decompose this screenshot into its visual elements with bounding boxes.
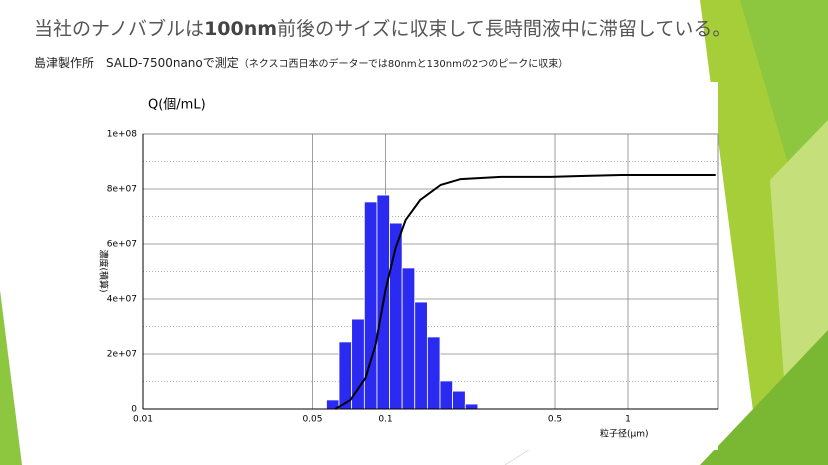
title-part: 当社のナノバブルは <box>34 18 205 40</box>
subtitle-part: （ネクスコ西日本のデーターでは80nmと130nmの2つのピークに収束） <box>238 59 569 70</box>
x-tick-label: 0.01 <box>133 415 153 425</box>
x-tick-label: 0.05 <box>302 415 322 425</box>
y-tick-label: 6e+07 <box>107 240 137 250</box>
x-tick-label: 1 <box>625 415 631 425</box>
bar <box>338 341 353 410</box>
x-tick-label: 0.1 <box>378 415 392 425</box>
bar <box>439 380 454 410</box>
cumulative-line <box>334 173 716 410</box>
title-part: 前後のサイズに収束して長時間液中に滞留している。 <box>277 18 732 40</box>
slide-title: 当社のナノバブルは100nm前後のサイズに収束して長時間液中に滞留している。 <box>34 14 731 41</box>
y-tick-label: 1e+08 <box>107 130 138 140</box>
y-tick-label: 2e+07 <box>107 350 137 360</box>
y-tick-label: 8e+07 <box>107 185 137 195</box>
y-axis-title: 濃度(積算) <box>98 249 110 292</box>
green-shape <box>0 290 22 465</box>
bar <box>414 301 428 410</box>
x-label: 粒子径(μm) <box>600 428 649 440</box>
title-part: 100nm <box>204 18 278 40</box>
bar <box>401 267 416 410</box>
subtitle-part: 島津製作所 SALD-7500nanoで測定 <box>34 56 239 70</box>
bar <box>426 336 441 410</box>
y-tick-label: 0 <box>131 405 137 415</box>
y-label: Q(個/mL) <box>148 98 206 113</box>
y-tick-label: 4e+07 <box>107 295 137 305</box>
slide-subtitle: 島津製作所 SALD-7500nanoで測定（ネクスコ西日本のデーターでは80n… <box>34 54 568 71</box>
bar <box>464 403 479 410</box>
bar <box>452 390 466 410</box>
x-tick-label: 0.5 <box>548 415 562 425</box>
green-shape <box>700 330 828 465</box>
